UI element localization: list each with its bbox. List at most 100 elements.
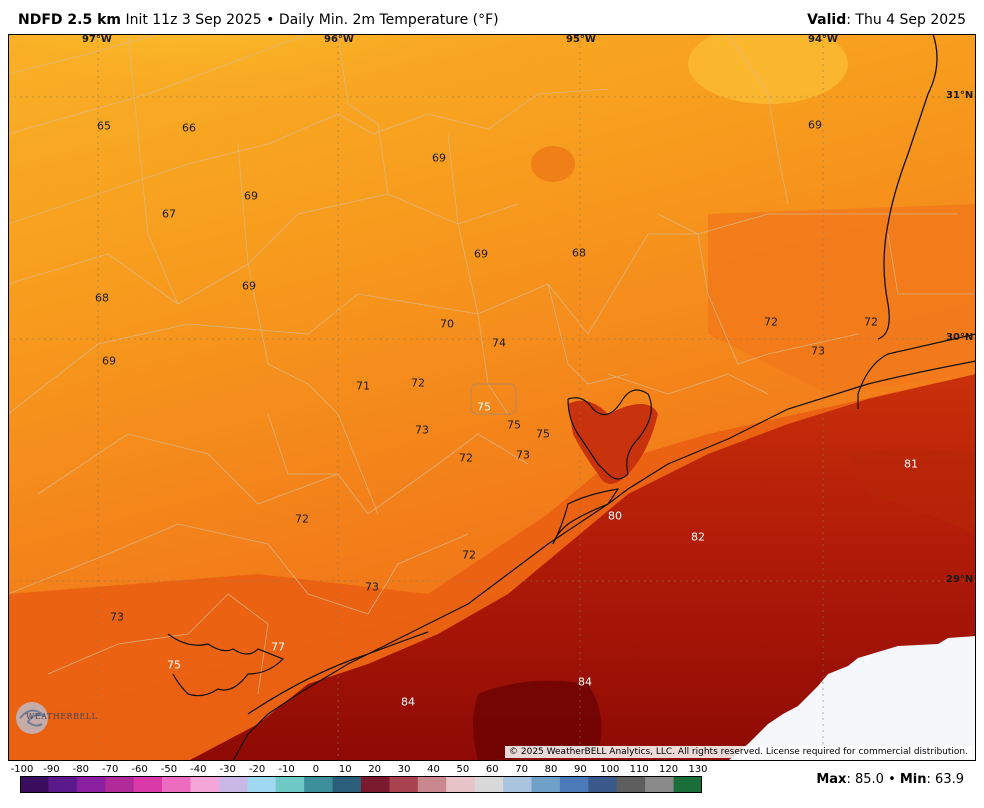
no-data-region: [728, 636, 976, 761]
stats-summary: Max: 85.0 • Min: 63.9: [816, 772, 964, 787]
colorbar-swatch: [133, 776, 163, 793]
colorbar-tick: -10: [278, 764, 295, 775]
station-value: 69: [242, 279, 256, 293]
station-value: 72: [295, 512, 309, 526]
valid-value: : Thu 4 Sep 2025: [846, 12, 966, 28]
county-lines: [8, 34, 976, 695]
station-value: 72: [411, 376, 425, 390]
station-value: 84: [401, 695, 415, 709]
init-time: Init 11z 3 Sep 2025: [125, 12, 262, 28]
max-label: Max: [816, 772, 847, 787]
colorbar-tick: -70: [102, 764, 119, 775]
latitude-label: 30°N: [946, 332, 974, 343]
colorbar-tick: 20: [368, 764, 382, 775]
station-value: 69: [474, 247, 488, 261]
east-gulf-band: [848, 449, 976, 534]
logo-text: WEATHERBELL: [26, 712, 98, 721]
station-value: 67: [162, 207, 176, 221]
valid-label: Valid: [807, 12, 847, 28]
colorbar-swatch: [559, 776, 589, 793]
title-separator: •: [266, 12, 275, 28]
colorbar-tick: 50: [456, 764, 470, 775]
map-title: NDFD 2.5 km Init 11z 3 Sep 2025 • Daily …: [18, 12, 499, 28]
colorbar-swatch: [446, 776, 476, 793]
map-canvas: [8, 34, 976, 761]
station-value: 73: [516, 448, 530, 462]
colorbar-tick: 10: [338, 764, 352, 775]
station-value: 80: [608, 509, 622, 523]
station-value: 68: [95, 291, 109, 305]
colorbar-swatch: [275, 776, 305, 793]
colorbar-swatch: [474, 776, 504, 793]
station-value: 70: [440, 317, 454, 331]
longitude-label: 95°W: [566, 34, 596, 45]
max-temp-area: [473, 680, 602, 761]
station-value: 75: [536, 427, 550, 441]
station-value: 69: [244, 189, 258, 203]
min-label: Min: [899, 772, 927, 787]
station-value: 75: [167, 658, 181, 672]
colorbar-swatch: [304, 776, 334, 793]
colorbar-tick: -80: [72, 764, 89, 775]
station-value: 77: [271, 640, 285, 654]
colorbar-tick: 110: [629, 764, 649, 775]
station-value: 73: [811, 344, 825, 358]
station-value: 68: [572, 246, 586, 260]
logo-swirl-icon: [16, 702, 48, 734]
colorbar-tick: 80: [544, 764, 558, 775]
station-value: 65: [97, 119, 111, 133]
colorbar-swatch: [105, 776, 135, 793]
colorbar-tick: 70: [515, 764, 529, 775]
colorbar-swatch: [645, 776, 675, 793]
colorbar-tick: 90: [574, 764, 587, 775]
colorbar-swatch: [389, 776, 419, 793]
colorbar-swatch: [48, 776, 78, 793]
colorbar-swatch: [190, 776, 220, 793]
station-value: 84: [578, 675, 592, 689]
copyright-notice: © 2025 WeatherBELL Analytics, LLC. All r…: [505, 746, 972, 758]
coastline: [167, 333, 976, 761]
colorbar-swatch: [616, 776, 646, 793]
station-value: 66: [182, 121, 196, 135]
station-value: 73: [365, 580, 379, 594]
colorbar-tick: -100: [10, 764, 34, 775]
colorbar-tick: -50: [160, 764, 178, 775]
max-value: : 85.0: [846, 772, 884, 787]
colorbar-swatch: [588, 776, 618, 793]
station-value: 72: [462, 548, 476, 562]
longitude-label: 97°W: [82, 34, 112, 45]
colorbar-swatch: [162, 776, 191, 793]
latitude-label: 29°N: [946, 574, 974, 585]
state-border: [877, 34, 938, 340]
station-value: 69: [808, 118, 822, 132]
galveston-bay: [568, 400, 658, 484]
colorbar-swatch: [76, 776, 106, 793]
station-value: 69: [102, 354, 116, 368]
colorbar-tick: -20: [248, 764, 266, 775]
station-value: 71: [356, 379, 370, 393]
colorbar-tick: -60: [131, 764, 148, 775]
east-warm-land: [708, 204, 976, 394]
station-value: 72: [459, 451, 473, 465]
houston-metro-outline: [470, 383, 517, 415]
colorbar-swatch: [673, 776, 702, 793]
colorbar-swatch: [218, 776, 248, 793]
temperature-map: 97°W 96°W 95°W 94°W 31°N 30°N 29°N 65 66…: [8, 34, 976, 761]
warm-spot: [531, 146, 575, 182]
colorbar-tick: 60: [485, 764, 499, 775]
station-value: 75: [477, 400, 491, 414]
stats-separator: •: [888, 772, 896, 787]
station-value: 72: [864, 315, 878, 329]
station-value: 72: [764, 315, 778, 329]
station-value: 81: [904, 457, 918, 471]
gulf-of-mexico: [188, 374, 976, 761]
station-value: 75: [507, 418, 521, 432]
colorbar: [20, 776, 702, 793]
cool-region-northeast: [688, 34, 848, 104]
valid-time: Valid: Thu 4 Sep 2025: [807, 12, 966, 28]
colorbar-tick-labels: -100 -90 -80 -70 -60 -50 -40 -30 -20 -10 0 10 20 30 40…: [0, 764, 720, 776]
station-value: 82: [691, 530, 705, 544]
colorbar-tick: 30: [397, 764, 411, 775]
colorbar-tick: -30: [219, 764, 236, 775]
longitude-label: 94°W: [808, 34, 838, 45]
